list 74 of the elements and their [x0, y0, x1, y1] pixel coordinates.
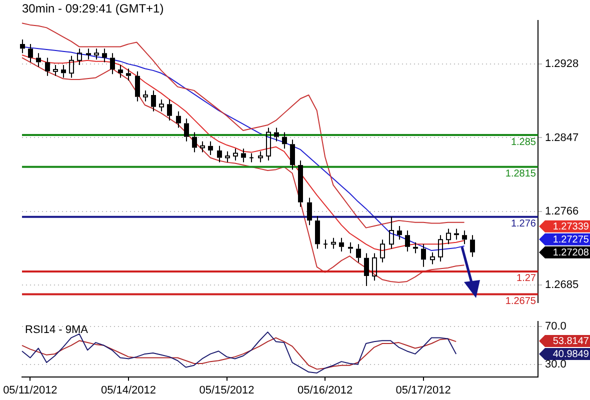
- candlestick: [192, 132, 197, 153]
- candlestick: [364, 252, 369, 287]
- chart-title: RSI14 - 9MA: [25, 324, 89, 336]
- candlestick: [143, 90, 148, 102]
- y-tick-label: 70.0: [545, 320, 566, 332]
- candlestick: [389, 216, 394, 250]
- text: 40.9849: [552, 349, 590, 360]
- candlestick: [298, 160, 303, 208]
- candlestick: [282, 132, 287, 150]
- candlestick: [307, 197, 312, 226]
- ref-line-label: 1.2815: [505, 168, 536, 180]
- candlestick: [167, 99, 172, 121]
- candlestick: [200, 140, 205, 153]
- candlestick: [94, 48, 99, 60]
- candlestick: [372, 252, 377, 282]
- candlestick: [151, 90, 156, 112]
- x-tick-label: 05/16/2012: [298, 384, 353, 396]
- candlestick: [438, 234, 443, 262]
- candlestick: [86, 48, 91, 60]
- candlestick: [258, 150, 263, 163]
- text: 53.8147: [552, 336, 590, 348]
- candlestick: [356, 244, 361, 263]
- candlestick: [135, 70, 140, 102]
- candlestick: [266, 127, 271, 161]
- ref-line-label: 1.27: [516, 273, 536, 284]
- candlestick: [217, 145, 222, 163]
- candlestick: [53, 64, 58, 76]
- x-tick-label: 05/17/2012: [396, 384, 451, 396]
- candlestick: [274, 127, 279, 142]
- y-tick-label: 1.2928: [545, 58, 579, 70]
- y-tick-label: 1.2685: [545, 279, 579, 292]
- y-tick-label: 30.0: [545, 358, 566, 370]
- ref-line-label: 1.2675: [505, 296, 536, 307]
- candlestick: [184, 118, 189, 142]
- candlestick: [315, 215, 320, 250]
- candlestick: [208, 140, 213, 156]
- candlestick: [421, 244, 426, 268]
- candlestick: [290, 139, 295, 170]
- candlestick: [233, 148, 238, 161]
- candlestick: [102, 48, 107, 63]
- candlestick: [61, 64, 66, 78]
- text: 1.27208: [552, 248, 590, 259]
- candlestick: [225, 150, 230, 163]
- chart-title: 30min - 09:29:41 (GMT+1): [22, 2, 164, 16]
- x-tick-label: 05/11/2012: [3, 384, 58, 396]
- candlestick: [126, 68, 131, 81]
- x-tick-label: 05/15/2012: [199, 384, 254, 396]
- candlestick: [405, 230, 410, 252]
- text: 1.27339: [552, 222, 590, 233]
- text: 1.27275: [552, 234, 590, 246]
- candlestick: [36, 52, 41, 68]
- candlestick: [331, 237, 336, 250]
- candlestick: [397, 225, 402, 240]
- candlestick: [69, 55, 74, 78]
- candlestick: [28, 44, 33, 63]
- ref-line-label: 1.276: [510, 218, 536, 230]
- candlestick: [339, 237, 344, 252]
- candlestick: [159, 99, 164, 112]
- candlestick: [241, 148, 246, 163]
- y-tick-label: 1.2847: [545, 132, 579, 144]
- x-tick-label: 05/14/2012: [100, 384, 156, 396]
- candlestick: [118, 64, 123, 78]
- candlestick: [470, 234, 475, 258]
- y-tick-label: 1.2766: [545, 205, 579, 218]
- candlestick: [77, 48, 82, 66]
- candlestick: [110, 52, 115, 75]
- candlestick: [462, 230, 467, 245]
- candlestick: [446, 228, 451, 245]
- ref-line-label: 1.285: [510, 136, 536, 148]
- candlestick: [45, 57, 50, 76]
- candlestick: [176, 110, 181, 128]
- candlestick: [20, 39, 25, 54]
- candlestick: [380, 239, 385, 263]
- candlestick: [430, 252, 435, 265]
